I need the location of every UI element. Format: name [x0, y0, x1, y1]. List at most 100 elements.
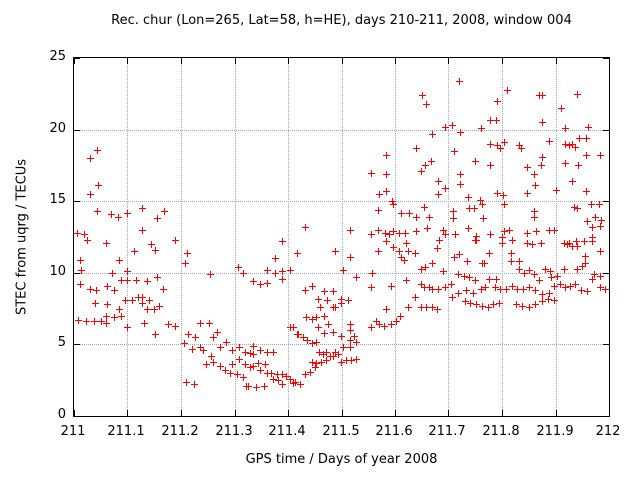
x-tick-mark — [556, 410, 557, 416]
data-point — [203, 361, 210, 368]
data-point — [418, 266, 425, 273]
data-point — [268, 370, 275, 377]
data-point — [569, 141, 576, 148]
data-point — [398, 254, 405, 261]
data-point — [217, 363, 224, 370]
data-point — [353, 356, 360, 363]
data-point — [122, 297, 129, 304]
data-point — [479, 201, 486, 208]
y-tick-mark — [74, 58, 80, 59]
data-point — [450, 208, 457, 215]
data-point — [146, 297, 153, 304]
data-point — [290, 380, 297, 387]
data-point — [597, 273, 604, 280]
data-point — [124, 210, 131, 217]
x-gridline — [556, 58, 557, 416]
data-point — [240, 374, 247, 381]
data-point — [546, 290, 553, 297]
data-point — [353, 339, 360, 346]
data-point — [562, 125, 569, 132]
data-point — [309, 359, 316, 366]
data-point — [144, 278, 151, 285]
y-gridline — [74, 130, 609, 131]
data-point — [576, 135, 583, 142]
data-point — [428, 158, 435, 165]
data-point — [104, 283, 111, 290]
data-point — [133, 277, 140, 284]
data-point — [413, 228, 420, 235]
data-point — [403, 277, 410, 284]
data-point — [152, 331, 159, 338]
data-point — [257, 281, 264, 288]
data-point — [297, 381, 304, 388]
data-point — [382, 230, 389, 237]
data-point — [424, 225, 431, 232]
data-point — [108, 211, 115, 218]
y-tick-mark — [603, 416, 609, 417]
data-point — [589, 276, 596, 283]
data-point — [485, 304, 492, 311]
data-point — [78, 267, 85, 274]
data-point — [449, 122, 456, 129]
data-point — [501, 201, 508, 208]
data-point — [553, 187, 560, 194]
data-point — [418, 281, 425, 288]
data-point — [561, 240, 568, 247]
data-point — [566, 240, 573, 247]
data-point — [532, 301, 539, 308]
data-point — [592, 214, 599, 221]
data-point — [539, 92, 546, 99]
data-point — [318, 359, 325, 366]
data-point — [423, 304, 430, 311]
data-point — [390, 244, 397, 251]
data-point — [418, 304, 425, 311]
data-point — [572, 144, 579, 151]
data-point — [497, 145, 504, 152]
data-point — [499, 240, 506, 247]
data-point — [514, 286, 521, 293]
data-point — [313, 339, 320, 346]
data-point — [598, 217, 605, 224]
data-point — [452, 231, 459, 238]
data-point — [316, 349, 323, 356]
data-point — [118, 277, 125, 284]
data-point — [124, 324, 131, 331]
data-point — [200, 347, 207, 354]
data-point — [272, 270, 279, 277]
y-tick-label: 5 — [57, 335, 66, 350]
x-gridline — [288, 58, 289, 416]
data-point — [279, 276, 286, 283]
data-point — [435, 178, 442, 185]
x-tick-mark — [395, 410, 396, 416]
data-point — [457, 129, 464, 136]
data-point — [597, 223, 604, 230]
data-point — [139, 294, 146, 301]
x-tick-mark — [127, 58, 128, 64]
y-tick-mark — [603, 273, 609, 274]
data-point — [602, 286, 609, 293]
y-axis-label: STEC from uqrg / TECUs — [14, 158, 30, 316]
data-point — [270, 349, 277, 356]
data-point — [332, 248, 339, 255]
data-point — [451, 254, 458, 261]
data-point — [116, 306, 123, 313]
y-tick-mark — [74, 201, 80, 202]
data-point — [75, 317, 82, 324]
data-point — [506, 227, 513, 234]
data-point — [109, 270, 116, 277]
data-point — [345, 297, 352, 304]
data-point — [584, 218, 591, 225]
data-point — [340, 344, 347, 351]
data-point — [338, 300, 345, 307]
x-tick-label: 211.9 — [536, 424, 574, 439]
data-point — [206, 320, 213, 327]
data-point — [373, 318, 380, 325]
data-point — [210, 334, 217, 341]
y-tick-mark — [74, 416, 80, 417]
data-point — [383, 306, 390, 313]
data-point — [403, 240, 410, 247]
data-point — [481, 260, 488, 267]
data-point — [154, 215, 161, 222]
data-point — [313, 360, 320, 367]
data-point — [473, 237, 480, 244]
